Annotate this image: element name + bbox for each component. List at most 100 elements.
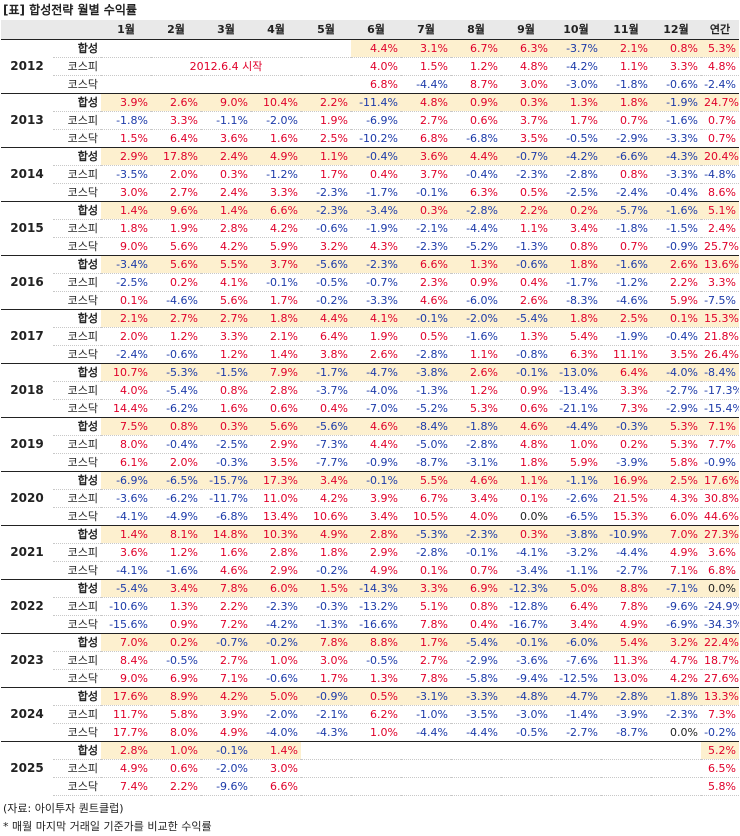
return-cell: 13.0%	[601, 669, 651, 688]
return-cell: 3.4%	[301, 471, 351, 490]
return-cell: 6.9%	[151, 669, 201, 688]
return-cell: -0.1%	[251, 273, 301, 292]
return-cell: -0.6%	[151, 345, 201, 364]
return-cell: 8.0%	[151, 723, 201, 742]
return-cell: -6.0%	[451, 291, 501, 310]
return-cell: -5.4%	[501, 309, 551, 328]
return-cell: 1.9%	[351, 327, 401, 346]
return-cell: -2.3%	[451, 525, 501, 544]
return-cell: 1.8%	[551, 309, 601, 328]
return-cell: 8.8%	[601, 579, 651, 598]
return-cell: 0.3%	[201, 417, 251, 436]
empty-cell	[501, 759, 551, 778]
return-cell: 1.3%	[551, 93, 601, 112]
return-cell: 0.3%	[501, 525, 551, 544]
table-row: 코스피 -3.5% 2.0% 0.3% -1.2% 1.7% 0.4% 3.7% -0.4% -2…	[1, 165, 739, 184]
table-row: 2013 합성 3.9% 2.6% 9.0% 10.4% 2.2% -11.4% 4.8% 0.9…	[1, 93, 739, 148]
return-cell: -4.0%	[251, 723, 301, 742]
table-row: 코스피 -3.6% -6.2% -11.7% 11.0% 4.2% 3.9% 6.7% 3.4%…	[1, 489, 739, 508]
return-cell: -17.3%	[701, 381, 739, 400]
return-cell: 6.4%	[601, 363, 651, 382]
return-cell: 15.3%	[701, 309, 739, 328]
return-cell: 2.2%	[301, 93, 351, 112]
row-label: 코스피	[53, 543, 101, 562]
return-cell: 15.3%	[601, 507, 651, 526]
return-cell: -4.3%	[301, 723, 351, 742]
table-row: 코스닥 0.1% -4.6% 5.6% 1.7% -0.2% -3.3% 4.6% -6.0% 2…	[1, 291, 739, 310]
return-cell: 1.4%	[201, 201, 251, 220]
row-label: 합성	[53, 471, 101, 490]
return-cell: 7.3%	[701, 705, 739, 724]
return-cell: 2.8%	[101, 741, 151, 760]
column-header: 4월	[251, 20, 301, 40]
return-cell: 3.1%	[401, 39, 451, 58]
return-cell: -1.5%	[201, 363, 251, 382]
return-cell: -1.9%	[651, 93, 701, 112]
return-cell: -9.4%	[501, 669, 551, 688]
return-cell: 1.1%	[601, 57, 651, 76]
table-row: 코스피 4.9% 0.6% -2.0% 3.0% 6.5%	[1, 759, 739, 778]
return-cell: 6.3%	[551, 345, 601, 364]
row-label: 합성	[53, 417, 101, 436]
return-cell: 5.9%	[551, 453, 601, 472]
return-cell: -0.4%	[451, 165, 501, 184]
year: 2017	[1, 309, 53, 364]
year: 2024	[1, 687, 53, 742]
return-cell: 0.4%	[351, 165, 401, 184]
return-cell: -34.3%	[701, 615, 739, 634]
empty-cell	[351, 741, 401, 760]
return-cell: -1.1%	[551, 471, 601, 490]
year: 2014	[1, 147, 53, 202]
table-row: 2019 합성 7.5% 0.8% 0.3% 5.6% -5.6% 4.6% -8.4% -1.8…	[1, 417, 739, 472]
return-cell: -2.5%	[201, 435, 251, 454]
return-cell: 2.0%	[101, 327, 151, 346]
return-cell: -3.3%	[451, 687, 501, 706]
table-row: 2021 합성 1.4% 8.1% 14.8% 10.3% 4.9% 2.8% -5.3% -2.…	[1, 525, 739, 580]
return-cell: 1.9%	[301, 111, 351, 130]
return-cell: 5.6%	[151, 237, 201, 256]
return-cell: 7.8%	[301, 633, 351, 652]
return-cell: 1.6%	[201, 543, 251, 562]
return-cell: 3.4%	[351, 507, 401, 526]
return-cell: 2.9%	[101, 147, 151, 166]
empty-cell	[651, 741, 701, 760]
return-cell: 1.0%	[351, 723, 401, 742]
return-cell: -3.0%	[551, 75, 601, 94]
return-cell: 1.7%	[251, 291, 301, 310]
return-cell: -2.5%	[101, 273, 151, 292]
empty-cell	[201, 39, 251, 58]
return-cell: -4.7%	[351, 363, 401, 382]
return-cell: -1.8%	[601, 75, 651, 94]
row-label: 합성	[53, 579, 101, 598]
return-cell: 6.3%	[451, 183, 501, 202]
row-label: 합성	[53, 39, 101, 58]
return-cell: 6.7%	[451, 39, 501, 58]
return-cell: -21.1%	[551, 399, 601, 418]
return-cell: 10.7%	[101, 363, 151, 382]
column-header: 2월	[151, 20, 201, 40]
return-cell: -1.8%	[101, 111, 151, 130]
return-cell: 0.8%	[601, 165, 651, 184]
return-cell: 5.6%	[251, 417, 301, 436]
source: (자료: 아이투자 퀀트클럽)	[3, 802, 124, 815]
return-cell: 0.7%	[601, 111, 651, 130]
return-cell: -4.2%	[551, 147, 601, 166]
return-cell: 17.8%	[151, 147, 201, 166]
return-cell: 3.9%	[351, 489, 401, 508]
return-cell: 4.8%	[501, 435, 551, 454]
return-cell: 3.6%	[101, 543, 151, 562]
return-cell: 1.3%	[501, 327, 551, 346]
return-cell: 3.0%	[101, 183, 151, 202]
return-cell: 4.4%	[451, 147, 501, 166]
table-row: 코스피 -1.8% 3.3% -1.1% -2.0% 1.9% -6.9% 2.7% 0.6% 3…	[1, 111, 739, 130]
table-row: 코스닥 -2.4% -0.6% 1.2% 1.4% 3.8% 2.6% -2.8% 1.1% -0…	[1, 345, 739, 364]
return-cell: -0.3%	[301, 597, 351, 616]
return-cell: -4.8%	[701, 165, 739, 184]
return-cell: 11.1%	[601, 345, 651, 364]
return-cell: -5.7%	[601, 201, 651, 220]
table-row: 2017 합성 2.1% 2.7% 2.7% 1.8% 4.4% 4.1% -0.1% -2.0%…	[1, 309, 739, 364]
return-cell: 6.8%	[351, 75, 401, 94]
return-cell: 3.5%	[501, 129, 551, 148]
return-cell: 4.6%	[351, 417, 401, 436]
return-cell: -4.4%	[401, 75, 451, 94]
